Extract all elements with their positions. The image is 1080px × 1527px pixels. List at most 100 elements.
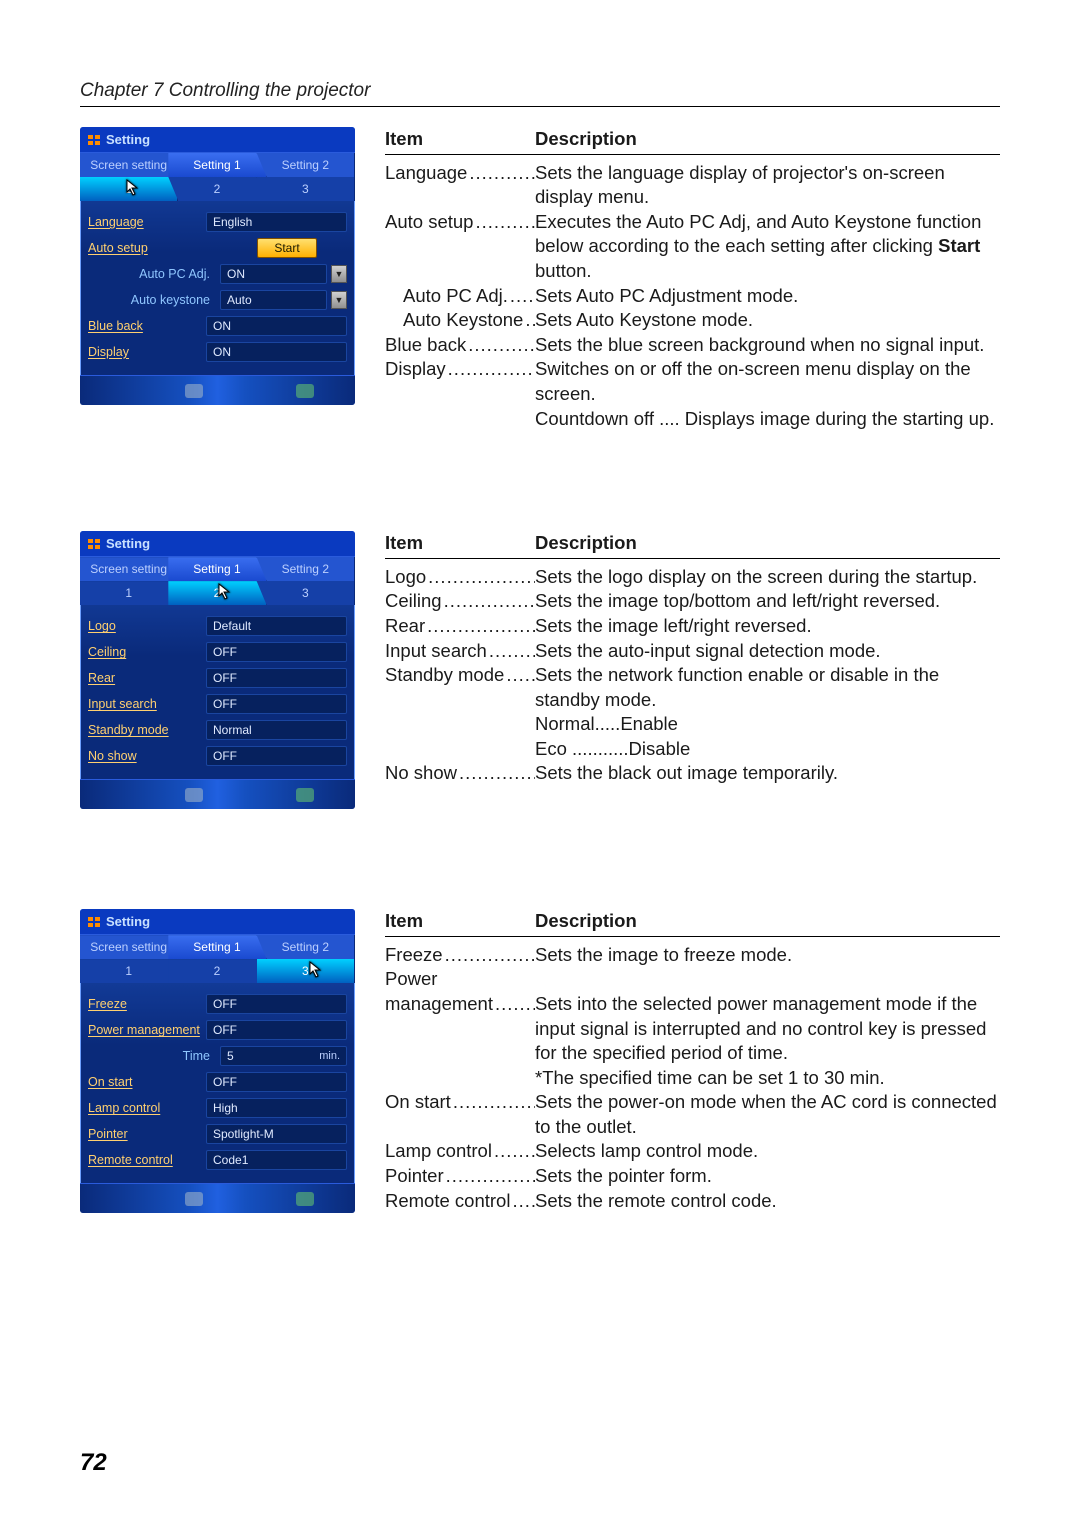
setting-label[interactable]: Rear [88,671,206,685]
desc-row: Input searchSets the auto-input signal d… [385,639,1000,664]
sub-tab[interactable]: 1 [80,581,178,605]
desc-item: On start [385,1090,535,1115]
desc-text: Normal.....Enable [535,712,1000,737]
panel-footer [80,375,355,405]
desc-text: Sets into the selected power management … [535,992,1000,1066]
setting-label[interactable]: Freeze [88,997,206,1011]
sub-tab[interactable]: 1 [80,959,178,983]
desc-row: Normal.....Enable [385,712,1000,737]
setting-value[interactable]: Normal [206,720,347,740]
desc-row: Auto KeystoneSets Auto Keystone mode. [385,308,1000,333]
desc-item: Remote control [385,1189,535,1214]
setting-label[interactable]: Lamp control [88,1101,206,1115]
desc-text: Executes the Auto PC Adj, and Auto Keyst… [535,210,1000,284]
desc-row: managementSets into the selected power m… [385,992,1000,1066]
desc-row: Power [385,967,1000,992]
setting-value[interactable]: English [206,212,347,232]
panel-title: Setting [80,909,355,935]
main-tab[interactable]: Setting 2 [257,935,355,959]
setting-label[interactable]: No show [88,749,206,763]
desc-text: Sets Auto PC Adjustment mode. [535,284,1000,309]
setting-value[interactable]: OFF [206,746,347,766]
main-tab[interactable]: Setting 1 [168,557,266,581]
desc-text: Selects lamp control mode. [535,1139,1000,1164]
desc-text: Switches on or off the on-screen menu di… [535,357,1000,406]
setting-label[interactable]: Time [102,1049,220,1063]
setting-value[interactable]: High [206,1098,347,1118]
setting-label[interactable]: Language [88,215,206,229]
main-tab[interactable]: Setting 1 [168,153,266,177]
setting-label[interactable]: Power management [88,1023,206,1037]
setting-value[interactable]: OFF [206,642,347,662]
setting-value[interactable]: OFF [206,1020,347,1040]
setting-value[interactable]: OFF [206,1072,347,1092]
sub-tab[interactable]: 2 [168,581,266,605]
setting-value[interactable]: 5min. [220,1046,347,1066]
desc-item: Language [385,161,535,186]
setting-row: Remote controlCode1 [88,1149,347,1171]
panel-title: Setting [80,127,355,153]
sub-tab[interactable]: 2 [168,959,266,983]
setting-row: CeilingOFF [88,641,347,663]
sub-tab[interactable]: 2 [168,177,266,201]
setting-value[interactable]: ON [206,342,347,362]
setting-value[interactable]: Spotlight-M [206,1124,347,1144]
setting-label[interactable]: Auto keystone [102,293,220,307]
main-tabs: Screen settingSetting 1Setting 2 [80,557,355,581]
main-tab[interactable]: Screen setting [80,153,178,177]
header-desc-col: Description [535,531,637,556]
setting-row: PointerSpotlight-M [88,1123,347,1145]
main-tab[interactable]: Setting 2 [257,153,355,177]
unit-label: min. [319,1050,340,1062]
desc-item: Ceiling [385,589,535,614]
main-tab[interactable]: Setting 2 [257,557,355,581]
desc-text: Sets the black out image temporarily. [535,761,1000,786]
setting-label[interactable]: Blue back [88,319,206,333]
setting-value[interactable]: ON [206,316,347,336]
desc-row: *The specified time can be set 1 to 30 m… [385,1066,1000,1091]
desc-item: No show [385,761,535,786]
setting-label[interactable]: Standby mode [88,723,206,737]
desc-row: CeilingSets the image top/bottom and lef… [385,589,1000,614]
main-tab[interactable]: Screen setting [80,557,178,581]
setting-value[interactable]: OFF [206,694,347,714]
setting-label[interactable]: Display [88,345,206,359]
setting-value[interactable]: OFF [206,994,347,1014]
setting-label[interactable]: Auto PC Adj. [102,267,220,281]
setting-label[interactable]: Logo [88,619,206,633]
setting-row: FreezeOFF [88,993,347,1015]
desc-row: Auto setupExecutes the Auto PC Adj, and … [385,210,1000,284]
start-button[interactable]: Start [257,238,317,258]
setting-value[interactable]: ON [220,264,327,284]
setting-value[interactable]: OFF [206,668,347,688]
setting-value[interactable]: Default [206,616,347,636]
setting-row: Lamp controlHigh [88,1097,347,1119]
desc-item: Display [385,357,535,382]
desc-header: ItemDescription [385,909,1000,937]
sub-tab[interactable]: 3 [257,959,355,983]
setting-label[interactable]: Input search [88,697,206,711]
desc-row: Auto PC Adj.Sets Auto PC Adjustment mode… [385,284,1000,309]
setting-label[interactable]: Ceiling [88,645,206,659]
sub-tab[interactable]: 3 [257,581,355,605]
setting-value[interactable]: Auto [220,290,327,310]
main-tab[interactable]: Setting 1 [168,935,266,959]
desc-row: LanguageSets the language display of pro… [385,161,1000,210]
desc-text: Sets the auto-input signal detection mod… [535,639,1000,664]
chevron-down-icon[interactable]: ▼ [331,291,347,309]
desc-item: Auto Keystone [385,308,535,333]
desc-text: Sets the image top/bottom and left/right… [535,589,1000,614]
setting-row: Blue backON [88,315,347,337]
desc-item: Input search [385,639,535,664]
sub-tab[interactable]: 3 [257,177,355,201]
chevron-down-icon[interactable]: ▼ [331,265,347,283]
setting-label[interactable]: Remote control [88,1153,206,1167]
desc-header: ItemDescription [385,531,1000,559]
setting-label[interactable]: Auto setup [88,241,206,255]
main-tab[interactable]: Screen setting [80,935,178,959]
setting-label[interactable]: Pointer [88,1127,206,1141]
setting-label[interactable]: On start [88,1075,206,1089]
sub-tab[interactable]: 1 [80,177,178,201]
setting-value[interactable]: Code1 [206,1150,347,1170]
desc-text: Sets Auto Keystone mode. [535,308,1000,333]
